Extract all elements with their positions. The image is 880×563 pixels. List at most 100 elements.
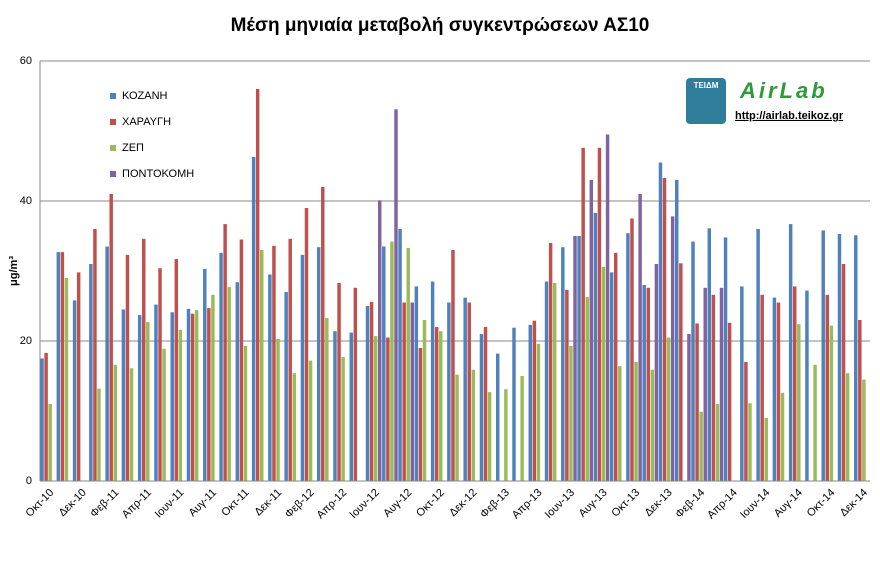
bar (813, 364, 817, 481)
bar (552, 282, 557, 481)
bar (744, 362, 748, 481)
bar (178, 329, 183, 481)
bar (528, 324, 533, 481)
bar (723, 237, 728, 481)
x-tick-label: Ιουν-11 (153, 487, 187, 521)
bar (325, 317, 329, 481)
bar (337, 282, 341, 481)
x-tick-label: Δεκ-14 (838, 487, 870, 519)
x-tick-label: Αυγ-13 (577, 487, 610, 520)
bar (597, 147, 602, 482)
bar (756, 229, 760, 481)
bar (190, 313, 195, 481)
bar (821, 230, 825, 481)
bar (341, 357, 345, 481)
logo-name: AirLab (739, 78, 828, 103)
x-tick-label: Οκτ-12 (414, 487, 447, 520)
bar (56, 252, 61, 481)
bar (711, 294, 716, 481)
bar (377, 200, 382, 482)
bar (609, 272, 614, 481)
logo-text: ΤΕΙΔΜ (694, 81, 719, 90)
bar (463, 297, 467, 481)
x-tick-label: Αυγ-11 (187, 487, 219, 519)
legend-swatch (110, 93, 116, 99)
bar (626, 233, 630, 481)
bar (158, 268, 162, 481)
bar (707, 228, 712, 481)
x-tick-label: Οκτ-13 (609, 487, 642, 520)
bar (455, 374, 459, 481)
bar (402, 302, 406, 481)
bar (300, 254, 305, 481)
x-tick-label: Οκτ-10 (24, 487, 57, 520)
bar (434, 327, 439, 481)
bar (654, 264, 659, 481)
bar (186, 308, 191, 481)
bar (740, 286, 744, 481)
bar (646, 287, 650, 481)
bar (382, 246, 386, 481)
bar (170, 312, 174, 481)
bar (520, 376, 524, 481)
x-tick-label: Αυγ-14 (772, 487, 805, 520)
bar (451, 250, 455, 481)
bar (797, 324, 801, 481)
legend-swatch (110, 119, 116, 125)
x-tick-label: Φεβ-11 (88, 487, 121, 520)
bar (292, 373, 297, 481)
bar (618, 366, 622, 481)
bar (695, 323, 699, 481)
bar (422, 320, 427, 481)
bar (174, 259, 179, 481)
bar (715, 404, 720, 481)
bar (60, 252, 65, 481)
bar (410, 302, 415, 481)
bar (373, 336, 378, 481)
bar (548, 243, 553, 481)
bar (44, 352, 48, 481)
y-axis-label: μg/m³ (8, 256, 20, 286)
bar (642, 285, 646, 481)
bar (316, 247, 321, 481)
bar (243, 345, 248, 481)
bar (569, 345, 573, 481)
bar (418, 348, 423, 481)
bar (666, 337, 671, 481)
x-tick-label: Ιουν-13 (543, 487, 577, 521)
bar (211, 294, 215, 481)
x-tick-label: Δεκ-13 (642, 487, 674, 519)
bar (565, 289, 569, 481)
x-tick-label: Φεβ-12 (283, 487, 317, 521)
bar (48, 404, 52, 481)
bar (858, 320, 862, 481)
bar (573, 236, 577, 481)
bar (414, 286, 419, 481)
bar (760, 294, 764, 481)
y-tick-label: 20 (20, 335, 32, 347)
bar (601, 266, 606, 481)
bar (146, 322, 150, 481)
x-tick-label: Απρ-11 (120, 487, 154, 521)
bar (670, 216, 675, 481)
bar (386, 337, 390, 481)
bar (837, 233, 842, 481)
bar (439, 331, 443, 481)
y-tick-label: 40 (20, 195, 32, 207)
chart-title: Μέση μηνιαία μεταβολή συγκεντρώσεων ΑΣ10 (231, 15, 650, 36)
bar (536, 343, 541, 481)
bar (776, 302, 781, 481)
bar (64, 278, 69, 481)
bar (207, 308, 211, 481)
bar (219, 252, 223, 481)
bar (495, 353, 500, 481)
bar (93, 229, 97, 481)
bar (585, 296, 589, 481)
bar (719, 287, 724, 481)
x-tick-label: Φεβ-14 (673, 487, 707, 521)
bar (561, 247, 565, 481)
legend-label: ΚΟΖΑΝΗ (122, 90, 168, 102)
y-tick-label: 60 (20, 55, 32, 67)
bar (581, 147, 585, 482)
